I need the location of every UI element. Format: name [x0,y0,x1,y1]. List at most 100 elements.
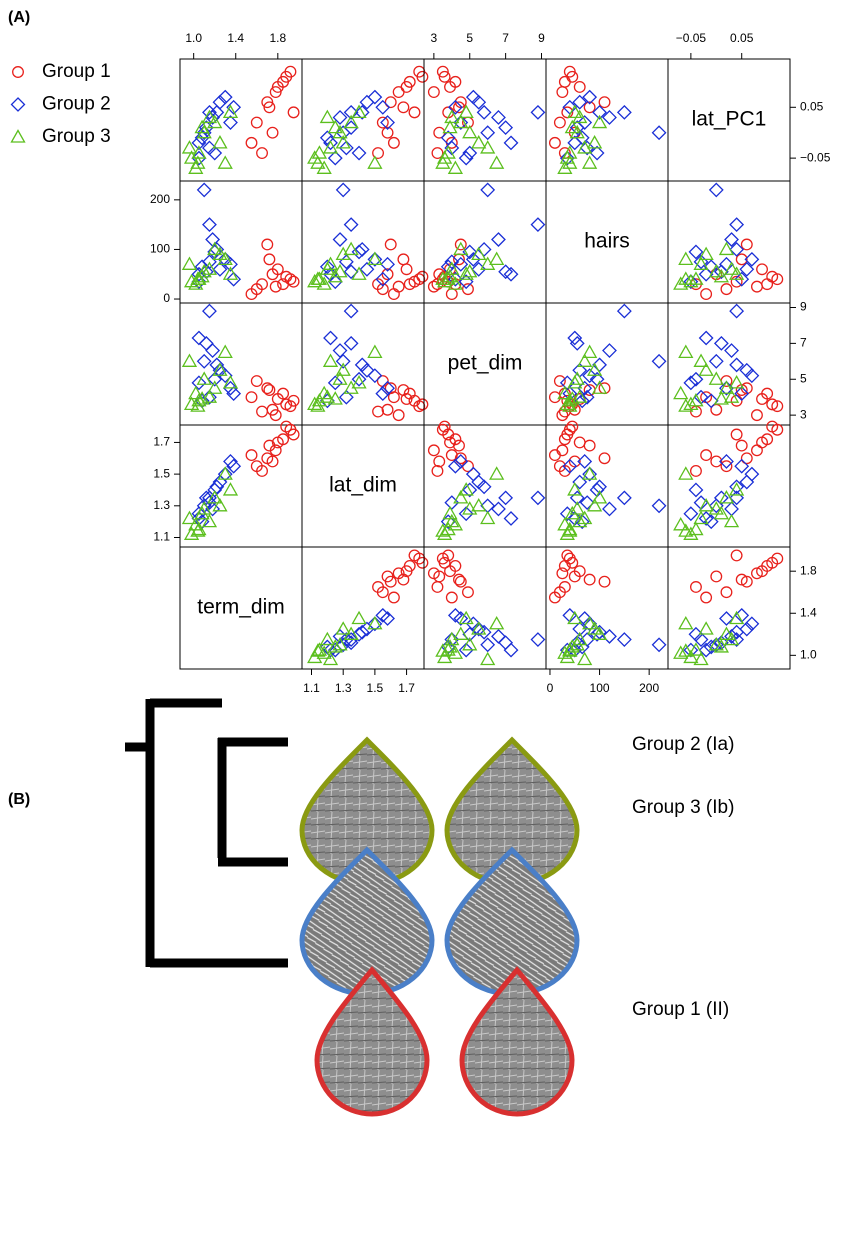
point [434,456,445,467]
group-label: Group 1 (II) [632,999,729,1020]
point [219,157,232,169]
point [264,254,275,265]
point [731,429,742,440]
point [401,264,412,275]
legend-label: Group 3 [42,126,111,147]
panel-frame [424,547,546,669]
legend-marker [12,131,25,143]
x-tick-label: 0 [547,681,554,695]
x-tick-label: −0.05 [676,31,707,45]
variable-name: lat_PC1 [692,108,767,131]
panel-label: (B) [8,791,30,808]
point [603,344,616,357]
point [246,392,257,403]
panel-frame [424,425,546,547]
point [203,305,216,318]
point [368,91,381,104]
point [432,582,443,593]
panel-frame [668,547,790,669]
point [337,355,350,368]
point [340,255,353,268]
scatter-matrix: lat_PC1hairspet_dimlat_dimterm_dim1.01.4… [12,31,831,695]
y-tick-label: 7 [800,336,807,350]
point [701,450,712,461]
x-tick-label: 9 [538,31,545,45]
point [467,468,480,481]
variable-name: hairs [584,230,630,253]
y-tick-label: 5 [800,371,807,385]
point [581,496,594,509]
y-tick-label: 1.3 [153,498,170,512]
point [557,87,568,98]
y-tick-label: 1.0 [800,647,817,661]
point [393,410,404,421]
point [618,106,631,119]
point [492,233,505,246]
point [725,344,738,357]
panel-frame [180,303,302,425]
x-tick-label: 5 [466,31,473,45]
group-label: Group 2 (Ia) [632,734,734,755]
point [251,376,262,387]
x-tick-label: 0.05 [730,31,754,45]
point [183,355,196,367]
point [618,491,631,504]
point [735,460,748,473]
x-tick-label: 1.8 [269,31,286,45]
x-tick-label: 7 [502,31,509,45]
point [679,617,692,629]
point [334,373,347,385]
point [481,512,494,524]
point [505,136,518,149]
point [481,126,494,139]
point [389,392,400,403]
point [324,331,337,344]
point [353,612,366,624]
y-tick-label: 1.5 [153,466,170,480]
point [762,279,773,290]
point [583,157,596,169]
point [721,587,732,598]
point [715,337,728,350]
point [288,276,299,287]
point [417,271,428,282]
point [267,127,278,138]
point [385,239,396,250]
point [373,406,384,417]
point [203,218,216,231]
point [490,468,503,480]
point [257,406,268,417]
leaf-image [462,970,572,1114]
point [674,518,687,530]
point [505,644,518,657]
point [701,289,712,300]
x-tick-label: 3 [431,31,438,45]
point [481,638,494,651]
point [730,218,743,231]
point [557,568,568,579]
point [653,126,666,139]
point [499,636,512,649]
point [481,653,494,665]
y-tick-label: 1.1 [153,530,170,544]
point [550,138,561,149]
point [353,147,366,160]
point [745,468,758,481]
point [531,218,544,231]
point [492,111,505,124]
point [490,157,503,169]
point [200,337,213,350]
point [689,483,702,496]
point [492,502,505,515]
point [481,183,494,196]
point [213,136,226,148]
point [262,239,273,250]
dendrogram: Group 3 (Ib) Group 2 (Ia) Group 1 (II) [125,699,734,1114]
point [618,633,631,646]
point [568,331,581,344]
point [684,507,697,520]
point [560,77,571,88]
point [578,653,591,665]
point [463,587,474,598]
point [257,148,268,159]
